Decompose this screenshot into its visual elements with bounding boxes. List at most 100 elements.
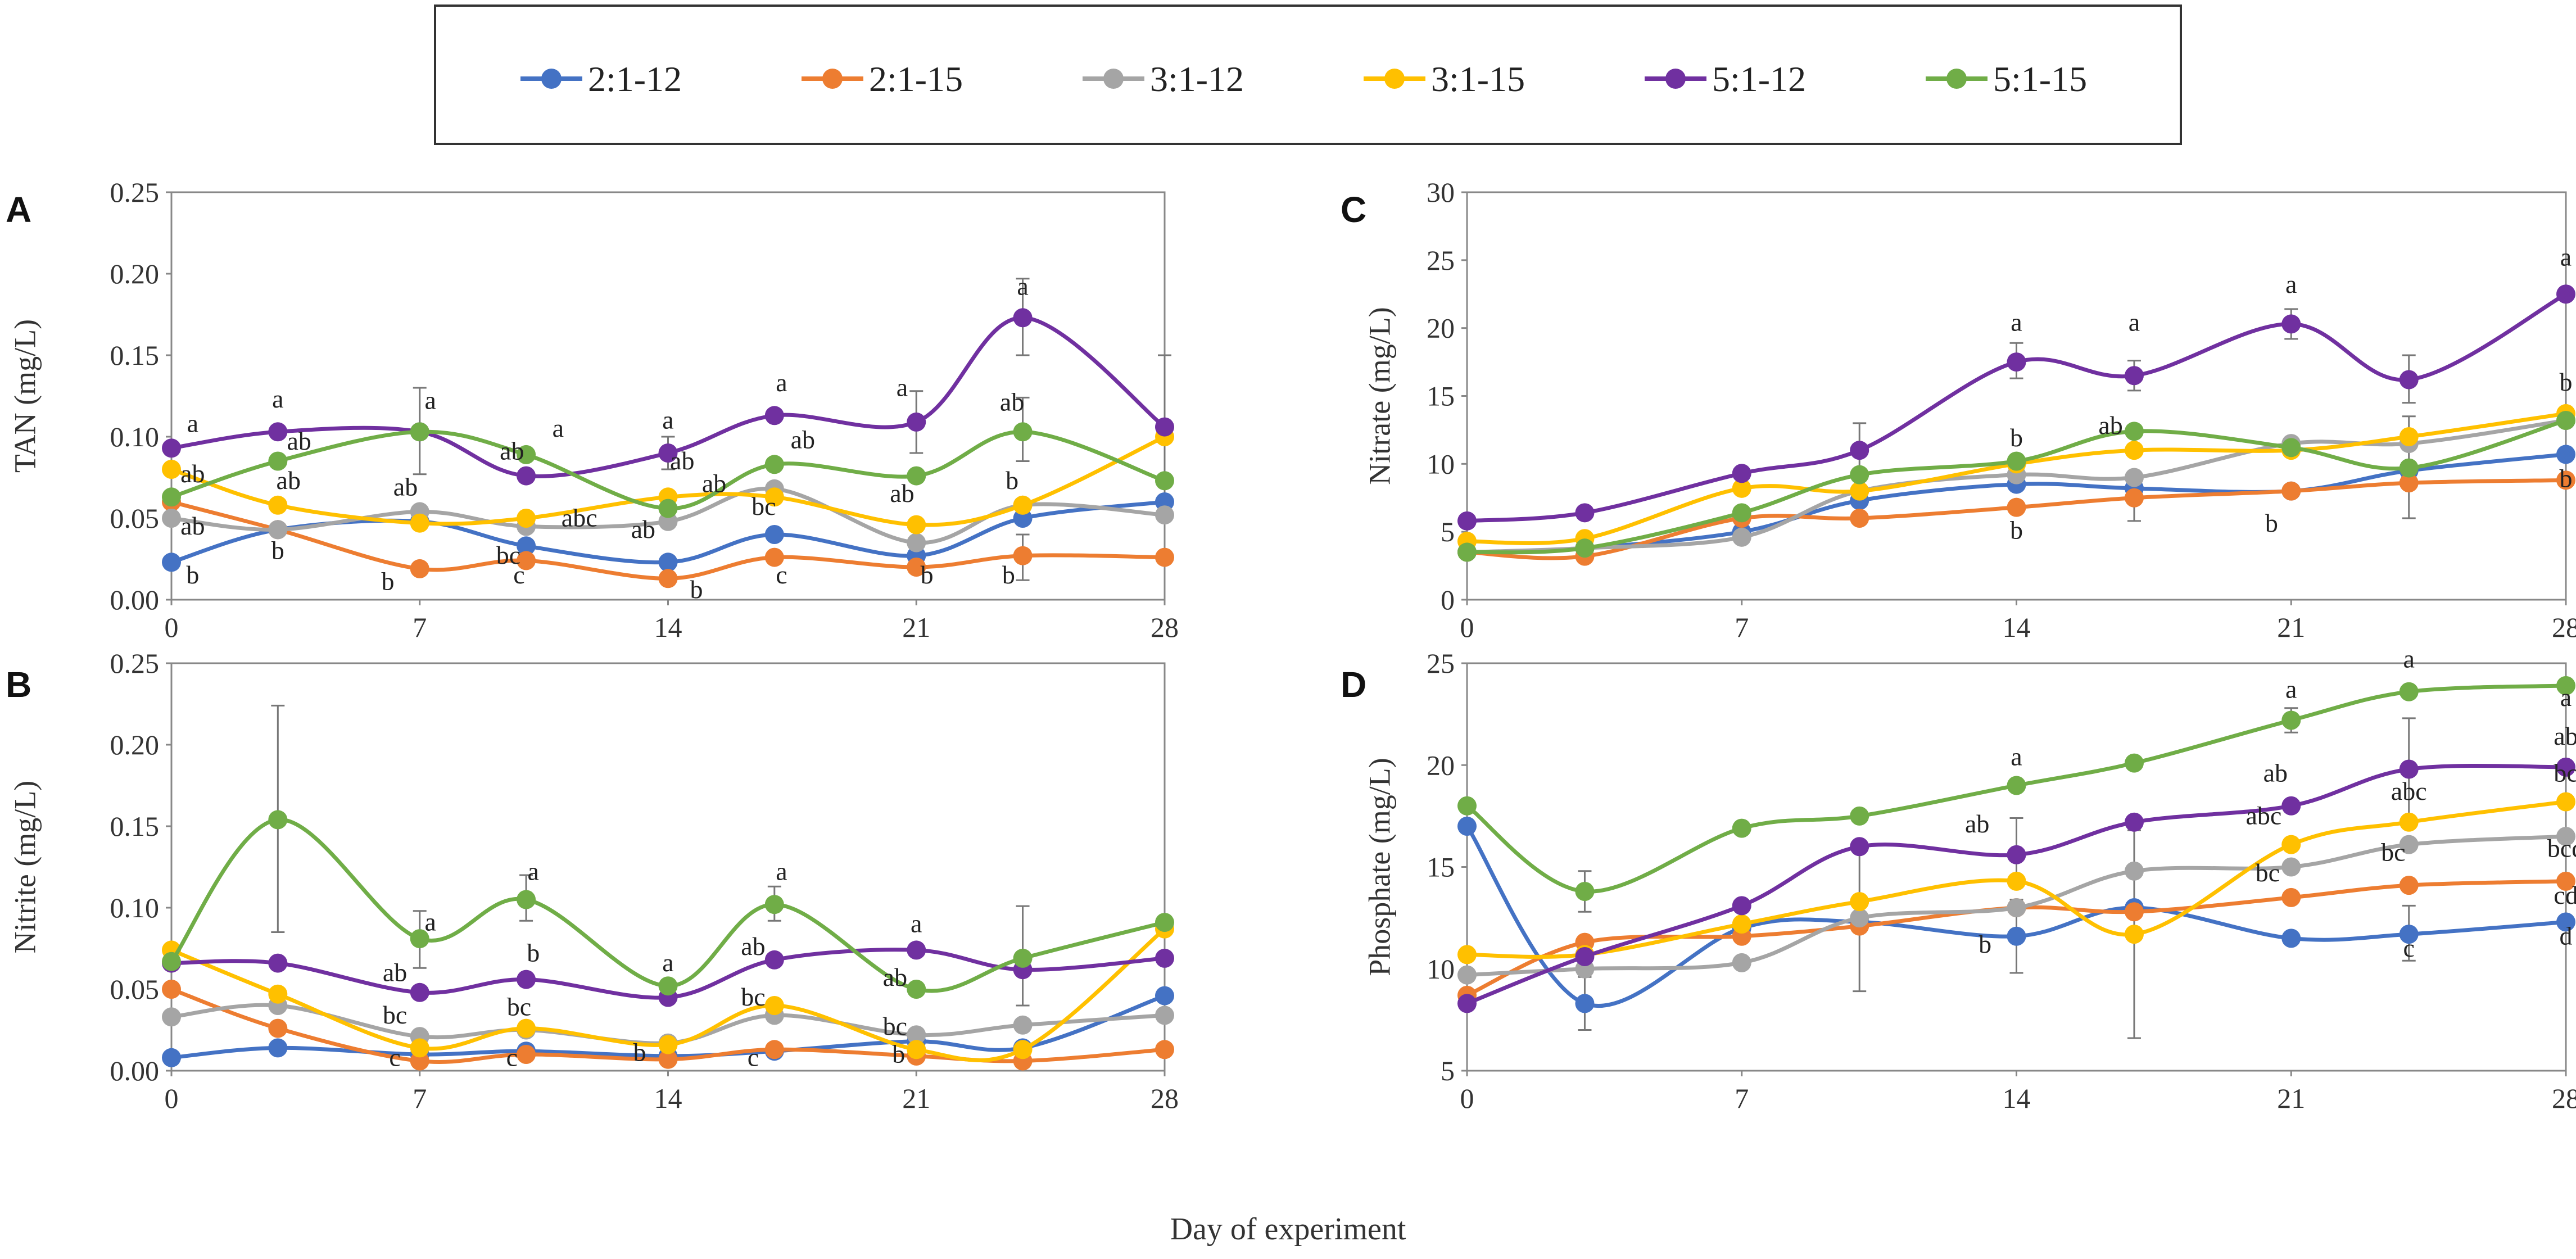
data-point (2281, 438, 2301, 458)
significance-label: b (2560, 368, 2573, 396)
data-point (2281, 887, 2301, 907)
data-point (2124, 468, 2144, 487)
significance-label: abc (562, 504, 597, 532)
significance-label: a (527, 857, 538, 886)
significance-label: a (911, 909, 922, 938)
x-tick-label: 7 (413, 1083, 427, 1114)
series-5:1-15 (1457, 676, 2575, 901)
data-point (410, 422, 429, 442)
significance-label: b (527, 939, 540, 967)
significance-label: b (2010, 515, 2023, 544)
chart-panel-A: A 0.00 0.05 0.10 0.15 0.20 0.25 0 7 14 21 28 TAN (mg… (6, 176, 1179, 643)
data-point (907, 412, 926, 432)
data-point (2281, 929, 2301, 948)
legend: 2:1-12 2:1-15 3:1-12 3:1-15 5:1-12 5:1-15 (434, 4, 2182, 145)
data-point (410, 513, 429, 533)
data-point (907, 466, 926, 486)
significance-label: b (1979, 930, 1991, 958)
data-point (658, 1035, 678, 1054)
data-point (1155, 505, 1174, 525)
significance-label: ab (393, 472, 418, 501)
significance-label: ab (741, 932, 765, 961)
data-point (517, 1045, 536, 1064)
data-point (268, 520, 288, 540)
legend-marker (822, 69, 843, 89)
significance-label: bc (2256, 858, 2280, 887)
data-point (410, 559, 429, 578)
plot-area (170, 662, 1166, 1072)
data-point (1575, 994, 1595, 1013)
data-point (907, 980, 926, 999)
data-point (2007, 352, 2026, 372)
y-tick-label: 25 (1427, 647, 1455, 679)
data-point (410, 929, 429, 949)
legend-marker (1384, 69, 1405, 89)
series-5:1-15 (162, 422, 1174, 518)
data-point (268, 451, 288, 471)
data-point (764, 487, 784, 507)
significance-label: a (2285, 270, 2297, 298)
legend-item-2:1-15: 2:1-15 (802, 59, 963, 99)
data-point (658, 443, 678, 463)
data-point (268, 422, 288, 442)
data-point (517, 509, 536, 528)
legend-label: 3:1-15 (1431, 59, 1525, 99)
significance-label: a (2285, 675, 2297, 704)
significance-label: ab (791, 425, 815, 454)
significance-label: b (2010, 423, 2023, 452)
legend-item-5:1-15: 5:1-15 (1926, 59, 2087, 99)
significance-label: b (2265, 509, 2278, 537)
data-point (2556, 827, 2575, 846)
y-tick-label: 0.10 (110, 421, 160, 452)
data-point (2007, 871, 2026, 891)
data-point (410, 1038, 429, 1058)
data-point (517, 970, 536, 989)
significance-label: bc (2381, 838, 2405, 867)
legend-label: 2:1-12 (588, 59, 682, 99)
data-point (2124, 902, 2144, 922)
data-point (764, 996, 784, 1015)
series-5:1-12 (1457, 757, 2575, 1013)
chart-panel-D: D 5 10 15 20 25 0 7 14 21 28 Phosphate (mg/L) a a a a ab… (1341, 644, 2576, 1114)
significance-label: a (776, 368, 787, 397)
legend-marker (1946, 69, 1967, 89)
data-point (764, 950, 784, 970)
legend-item-5:1-12: 5:1-12 (1645, 59, 1806, 99)
y-tick-label: 0 (1441, 584, 1455, 615)
data-point (162, 460, 181, 479)
data-point (2399, 812, 2419, 832)
data-point (1013, 308, 1033, 328)
data-point (268, 984, 288, 1004)
significance-label: bc (2554, 758, 2576, 787)
significance-label: b (892, 1040, 905, 1068)
y-axis-title: Nitrate (mg/L) (1362, 307, 1396, 484)
significance-label: a (424, 386, 436, 415)
data-point (764, 547, 784, 567)
data-point (2399, 759, 2419, 779)
y-tick-label: 0.00 (110, 584, 160, 615)
data-point (1850, 892, 1869, 912)
significance-label: b (271, 536, 284, 565)
significance-label: a (424, 908, 436, 936)
significance-label: a (2403, 644, 2415, 673)
y-tick-label: 0.25 (110, 176, 160, 208)
data-point (268, 810, 288, 830)
data-point (517, 466, 536, 486)
data-point (1013, 948, 1033, 968)
data-point (658, 1049, 678, 1069)
significance-label: a (662, 948, 673, 977)
significance-label: bcd (2547, 834, 2576, 862)
significance-label: a (2560, 683, 2572, 712)
y-tick-label: 0.00 (110, 1055, 160, 1086)
significance-label: b (186, 560, 199, 589)
data-point (1850, 441, 1869, 460)
significance-label: a (187, 409, 198, 437)
data-point (2124, 753, 2144, 773)
chart-panel-B: B 0.00 0.05 0.10 0.15 0.20 0.25 0 7 14 21 28 Nitrite… (6, 647, 1179, 1114)
legend-marker (1665, 69, 1686, 89)
data-point (162, 552, 181, 572)
significance-label: a (272, 384, 283, 413)
data-point (517, 445, 536, 464)
x-tick-label: 7 (1735, 612, 1749, 643)
significance-label: a (897, 373, 908, 402)
